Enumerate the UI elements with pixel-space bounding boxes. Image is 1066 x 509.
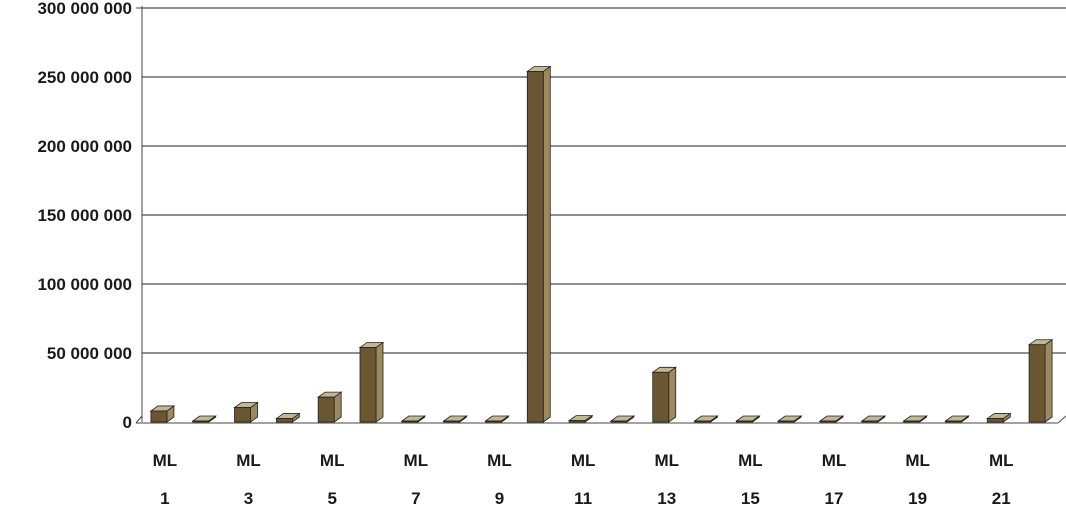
x-category-label-line2: 5 <box>327 489 336 508</box>
bar-front <box>234 407 251 423</box>
bar-front <box>443 420 461 423</box>
bar-front <box>568 420 586 423</box>
bar-front <box>986 418 1004 423</box>
y-tick-label: 150 000 000 <box>37 206 132 225</box>
y-tick-label: 0 <box>123 413 132 432</box>
bar-top <box>902 415 928 422</box>
x-category-label-line1: ML <box>153 451 178 470</box>
bar-top <box>944 415 970 422</box>
bar <box>986 412 1012 423</box>
bar <box>609 415 636 423</box>
bar-top <box>400 415 427 422</box>
x-category-label-line1: ML <box>236 451 261 470</box>
bar-front <box>903 420 921 423</box>
bar-front <box>150 410 168 423</box>
x-category-label-line2: 7 <box>411 489 420 508</box>
bar-front <box>401 420 419 423</box>
x-category-label-line2: 11 <box>574 489 592 508</box>
bar <box>526 65 552 423</box>
bar <box>735 415 761 423</box>
bar <box>442 415 468 423</box>
bars <box>149 65 1054 423</box>
bar-front <box>317 396 335 423</box>
bar <box>275 412 301 423</box>
x-category-label-line1: ML <box>905 451 930 470</box>
bar-front <box>694 420 711 423</box>
bar <box>693 415 719 423</box>
y-tick-label: 250 000 000 <box>37 68 132 87</box>
bar <box>484 415 510 423</box>
bar-side <box>668 366 677 423</box>
bar-front <box>526 71 544 423</box>
x-category-label-line1: ML <box>320 451 345 470</box>
bar-top <box>860 415 887 422</box>
x-axis-category-labels: ML 1 ML 3 ML 5 ML 7 ML 9 ML 11 ML 13 ML … <box>153 451 1014 508</box>
x-category-label-line2: 9 <box>495 489 504 508</box>
bar-front <box>359 347 377 423</box>
y-tick-label: 300 000 000 <box>37 0 132 18</box>
bar-front <box>945 420 962 423</box>
grid-lines <box>142 7 1066 354</box>
x-category-label-line2: 15 <box>741 489 760 508</box>
x-category-label-line2: 13 <box>657 489 676 508</box>
bar-top <box>442 415 468 422</box>
bar-top <box>818 415 845 422</box>
x-category-label-line2: 1 <box>160 489 169 508</box>
bar <box>944 415 970 423</box>
bar <box>400 415 427 423</box>
bar <box>651 366 677 423</box>
bar-front <box>735 420 753 423</box>
x-category-label-line2: 3 <box>244 489 253 508</box>
bar <box>1027 338 1054 423</box>
bar-side <box>1044 338 1053 423</box>
bar <box>358 341 385 423</box>
bar <box>567 414 594 423</box>
y-axis-tick-labels: 0 50 000 000 100 000 000 150 000 000 200… <box>37 0 132 432</box>
x-category-label-line1: ML <box>738 451 763 470</box>
bar-front <box>1028 344 1046 423</box>
bar <box>191 415 217 423</box>
bar-top <box>191 415 217 422</box>
bar <box>149 405 176 423</box>
axes <box>135 6 1066 424</box>
bar <box>316 391 343 423</box>
bar-front <box>652 371 670 423</box>
bar-side <box>375 341 384 423</box>
bar-top <box>609 415 636 422</box>
bar-top <box>776 415 803 422</box>
x-category-label-line1: ML <box>487 451 512 470</box>
bar-front <box>192 420 210 423</box>
bar-front <box>861 420 879 423</box>
bar <box>860 415 887 423</box>
bar-front <box>777 420 795 423</box>
y-tick-label: 50 000 000 <box>47 344 132 363</box>
bar-top <box>693 415 719 422</box>
bar <box>818 415 845 423</box>
floor-edge <box>1057 415 1066 424</box>
bar <box>902 415 928 423</box>
bar-top <box>484 415 510 422</box>
x-category-label-line1: ML <box>822 451 847 470</box>
x-category-label-line1: ML <box>989 451 1014 470</box>
bar-front <box>610 420 628 423</box>
y-tick-label: 100 000 000 <box>37 275 132 294</box>
bar-top <box>735 415 761 422</box>
bar-side <box>542 65 551 423</box>
bar <box>776 415 803 423</box>
x-category-label-line1: ML <box>404 451 429 470</box>
x-category-label-line1: ML <box>571 451 596 470</box>
x-category-label-line2: 17 <box>825 489 844 508</box>
x-category-label-line2: 21 <box>992 489 1011 508</box>
bar-front <box>275 418 293 423</box>
bar <box>233 401 259 423</box>
x-category-label-line1: ML <box>654 451 679 470</box>
y-tick-label: 200 000 000 <box>37 137 132 156</box>
floor-edge <box>135 415 143 424</box>
bar-front <box>819 420 837 423</box>
x-category-label-line2: 19 <box>908 489 927 508</box>
bar-front <box>485 420 502 423</box>
